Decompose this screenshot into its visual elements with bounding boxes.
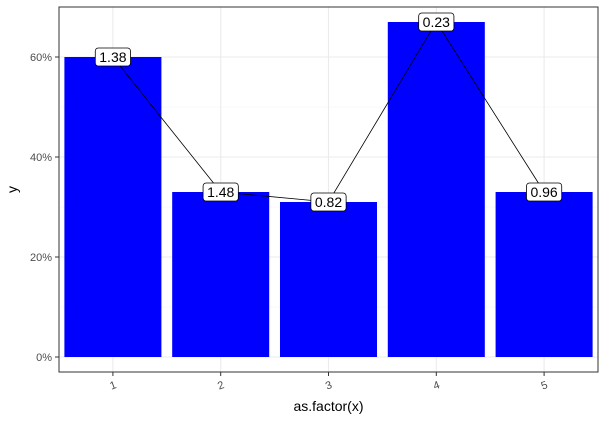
x-tick-label: 1: [108, 379, 118, 392]
x-tick-label: 3: [324, 379, 334, 392]
x-tick-label: 5: [540, 379, 550, 392]
data-labels: 1.38 1.48 0.82 0.23 0.96: [94, 12, 563, 212]
data-label-text: 1.48: [207, 184, 234, 200]
y-tick-label: 40%: [30, 152, 52, 164]
bars: [64, 22, 593, 357]
bar-2: [172, 192, 270, 357]
data-label-1: 1.38: [94, 47, 131, 67]
data-label-5: 0.96: [526, 182, 563, 202]
data-label-box: [202, 182, 239, 202]
x-tick-label: 4: [432, 379, 442, 392]
data-label-text: 0.96: [530, 184, 557, 200]
y-tick-label: 60%: [30, 52, 52, 64]
data-label-text: 1.38: [99, 49, 126, 65]
y-axis-title: y: [4, 186, 20, 193]
bar-3: [279, 202, 378, 357]
data-label-3: 0.82: [310, 192, 347, 212]
x-axis-ticks: 1 2 3 4 5: [108, 372, 549, 393]
x-axis-title: as.factor(x): [293, 398, 363, 414]
y-tick-label: 0%: [36, 352, 52, 364]
data-label-text: 0.82: [315, 194, 342, 210]
data-label-box: [418, 12, 455, 32]
bar-4: [387, 22, 485, 357]
data-label-4: 0.23: [418, 12, 455, 32]
data-label-box: [94, 47, 131, 67]
y-axis-ticks: 0% 20% 40% 60%: [30, 52, 59, 364]
x-tick-label: 2: [216, 379, 226, 392]
bar-5: [495, 192, 593, 357]
data-label-box: [526, 182, 563, 202]
data-label-box: [310, 192, 347, 212]
data-label-2: 1.48: [202, 182, 239, 202]
bar-1: [64, 57, 162, 357]
data-label-text: 0.23: [423, 14, 450, 30]
y-tick-label: 20%: [30, 252, 52, 264]
